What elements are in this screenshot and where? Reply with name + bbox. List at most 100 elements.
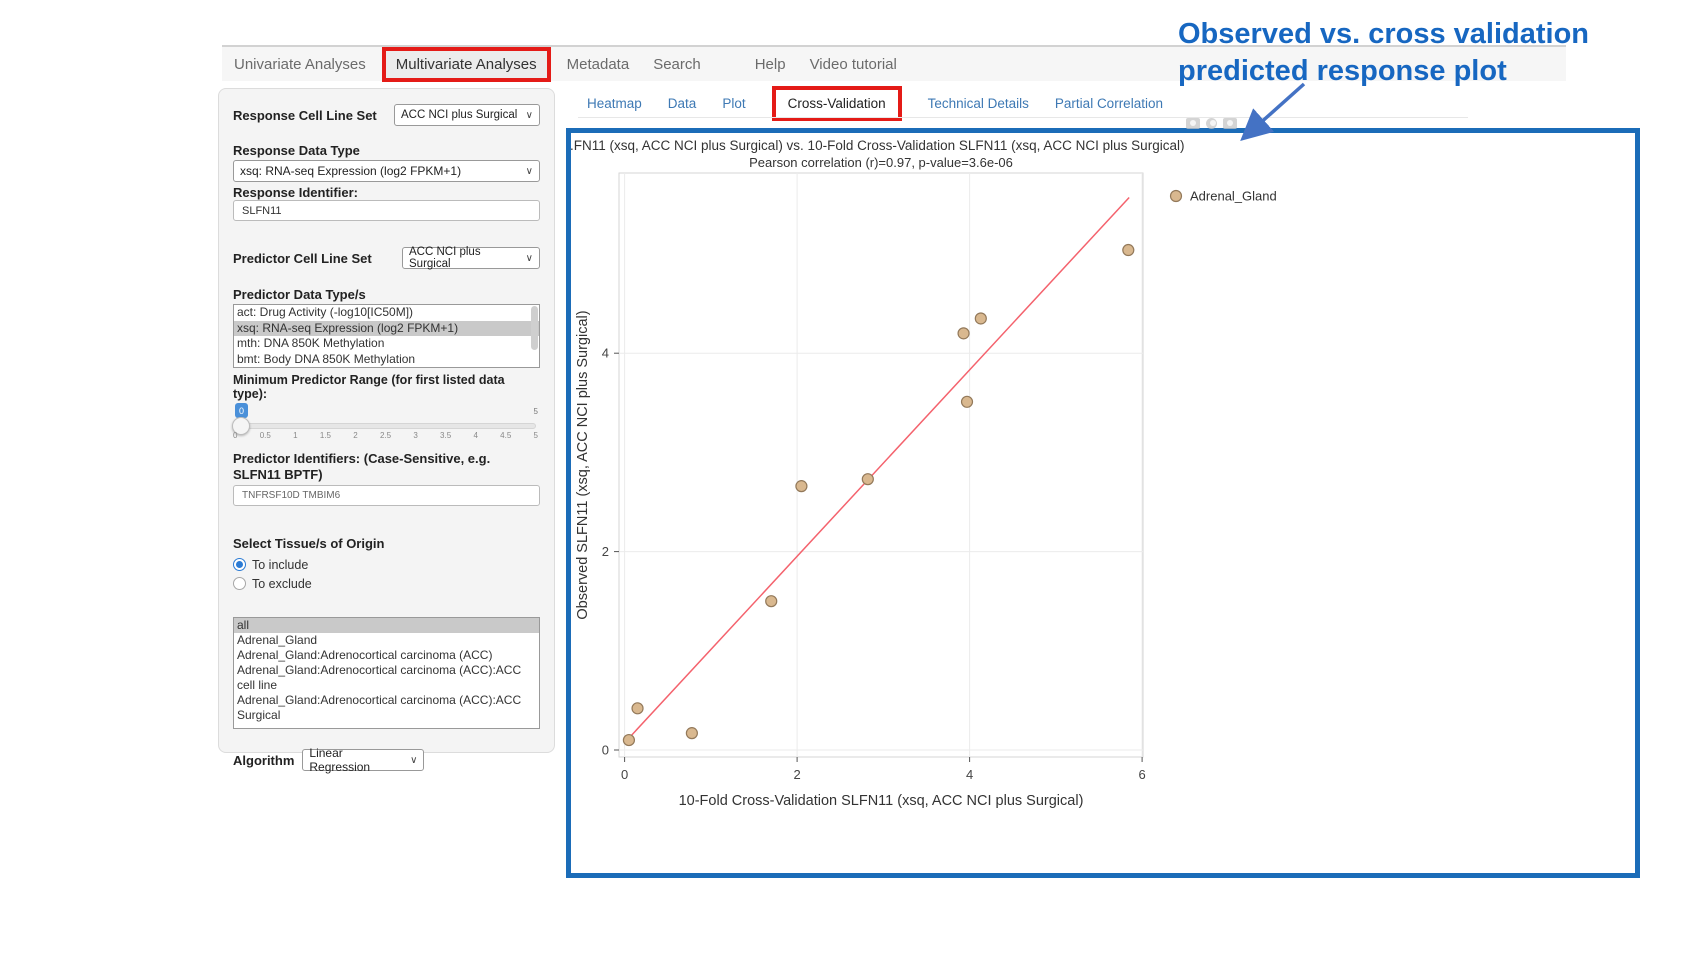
zoom-icon[interactable]: [1206, 118, 1217, 129]
tab[interactable]: Cross-Validation: [771, 86, 902, 121]
tissue-origin-label: Select Tissue/s of Origin: [233, 536, 385, 551]
annotation-line-2: predicted response plot: [1178, 55, 1507, 87]
radio-icon: [233, 577, 246, 590]
tab[interactable]: Heatmap: [587, 96, 642, 111]
min-predictor-range-slider: 0 5 0 0.5 1 1.5 2 2.5 3 3.5 4 4.5 5: [232, 403, 540, 440]
slider-tick-label: 1.5: [319, 431, 331, 440]
tab[interactable]: Data: [667, 96, 697, 111]
y-axis-title: Observed SLFN11 (xsq, ACC NCI plus Surgi…: [575, 310, 591, 619]
chart-title: .FN11 (xsq, ACC NCI plus Surgical) vs. 1…: [571, 138, 1184, 153]
slider-tick-label: 1: [293, 431, 298, 440]
scatter-point[interactable]: [960, 395, 974, 408]
slider-max-label: 5: [533, 407, 538, 416]
chevron-down-icon: ∨: [410, 754, 418, 766]
response-data-type-label: Response Data Type: [233, 143, 360, 158]
slider-track[interactable]: [232, 417, 536, 435]
nav-item[interactable]: Video tutorial: [809, 55, 897, 73]
response-cell-line-set-select[interactable]: ACC NCI plus Surgical ∨: [394, 104, 540, 126]
slider-tick-label: 2.5: [379, 431, 392, 440]
tissue-option[interactable]: Adrenal_Gland:Adrenocortical carcinoma (…: [237, 693, 522, 722]
tab[interactable]: Partial Correlation: [1054, 96, 1163, 111]
slider-tick-label: 5: [533, 431, 538, 440]
pan-icon[interactable]: [1223, 118, 1237, 129]
x-tick-label: 4: [966, 767, 973, 782]
nav-item[interactable]: Univariate Analyses: [234, 55, 366, 73]
scatter-point[interactable]: [974, 312, 987, 325]
chevron-down-icon: ∨: [525, 165, 533, 177]
legend-label[interactable]: Adrenal_Gland: [1190, 189, 1277, 204]
x-axis-title: 10-Fold Cross-Validation SLFN11 (xsq, AC…: [679, 793, 1084, 809]
y-tick-label: 2: [602, 544, 609, 559]
tissue-option[interactable]: Adrenal_Gland: [237, 633, 318, 647]
chevron-down-icon: ∨: [525, 252, 533, 264]
scatter-point[interactable]: [1122, 243, 1135, 257]
tab[interactable]: Plot: [722, 96, 746, 111]
tissue-origin-radio[interactable]: To exclude: [233, 574, 540, 593]
scatter-point[interactable]: [765, 595, 778, 608]
nav-item[interactable]: Search: [653, 55, 701, 73]
response-identifier-input[interactable]: SLFN11: [233, 200, 540, 221]
x-tick-label: 6: [1138, 767, 1145, 782]
predictor-identifiers-input[interactable]: TNFRSF10D TMBIM6: [233, 485, 540, 506]
slider-value-badge: 0: [235, 403, 248, 418]
chart-subtitle: Pearson correlation (r)=0.97, p-value=3.…: [749, 155, 1013, 170]
predictor-data-types-label: Predictor Data Type/s: [233, 287, 366, 302]
tabs-underline: [578, 117, 1468, 118]
scatter-point[interactable]: [861, 473, 874, 486]
controls-sidebar: Response Cell Line Set ACC NCI plus Surg…: [218, 88, 555, 774]
y-tick-label: 0: [602, 743, 609, 758]
response-data-type-select[interactable]: xsq: RNA-seq Expression (log2 FPKM+1) ∨: [233, 160, 540, 182]
slider-tick-label: 3: [413, 431, 418, 440]
tissue-listbox: all Adrenal_Gland Adrenal_Gland:Adrenocort…: [233, 617, 540, 729]
tab[interactable]: Technical Details: [927, 96, 1029, 111]
slider-handle[interactable]: [232, 417, 250, 435]
slider-tick-label: 4: [473, 431, 478, 440]
listbox-scrollbar[interactable]: [531, 306, 538, 350]
top-navbar: Univariate Analyses Multivariate Analyses…: [222, 45, 1566, 82]
slider-tick-label: 3.5: [440, 431, 452, 440]
scatter-point[interactable]: [685, 727, 698, 740]
radio-icon: [233, 558, 246, 571]
response-cell-line-set-label: Response Cell Line Set: [233, 107, 377, 123]
scatter-point[interactable]: [631, 702, 644, 715]
predictor-data-types-listbox: act: Drug Activity (-log10[IC50M]) xsq: R…: [233, 304, 540, 368]
result-tabs: Heatmap Data Plot Cross-Validation Technical…: [587, 86, 1163, 121]
scatter-point[interactable]: [795, 480, 808, 493]
x-tick-label: 2: [793, 767, 800, 782]
slider-tick-label: 0.5: [259, 431, 271, 440]
annotation-line-1: Observed vs. cross validation: [1178, 18, 1590, 50]
response-identifier-label: Response Identifier:: [233, 185, 358, 200]
annotation-arrow-icon: [1240, 82, 1306, 141]
tissue-origin-radio[interactable]: To include: [233, 555, 540, 574]
plot-modebar: [1186, 118, 1237, 129]
tissue-option[interactable]: all: [234, 618, 539, 633]
legend-marker-icon[interactable]: [1169, 189, 1183, 203]
y-tick-label: 4: [602, 346, 609, 361]
nav-item[interactable]: Metadata: [566, 55, 630, 73]
slider-tick-label: 4.5: [500, 431, 512, 440]
predictor-cell-line-set-select[interactable]: ACC NCI plus Surgical ∨: [402, 246, 540, 270]
nav-item[interactable]: Multivariate Analyses: [381, 46, 551, 82]
annotation-text: Observed vs. cross validation predicted …: [1178, 16, 1608, 90]
predictor-data-type-option[interactable]: xsq: RNA-seq Expression (log2 FPKM+1): [234, 320, 539, 336]
scatter-point[interactable]: [622, 733, 636, 747]
fit-line: [628, 196, 1130, 739]
algorithm-label: Algorithm: [233, 752, 295, 768]
camera-icon[interactable]: [1186, 118, 1200, 129]
x-tick-label: 0: [621, 767, 628, 782]
scatter-point[interactable]: [957, 327, 970, 340]
algorithm-select[interactable]: Linear Regression ∨: [302, 746, 425, 774]
predictor-data-type-option[interactable]: bmt: Body DNA 850K Methylation: [237, 351, 416, 366]
predictor-cell-line-set-label: Predictor Cell Line Set: [233, 250, 372, 266]
tissue-option[interactable]: Adrenal_Gland:Adrenocortical carcinoma (…: [237, 648, 493, 662]
slider-tick-label: 0: [233, 431, 238, 440]
min-predictor-range-label: Minimum Predictor Range (for first liste…: [233, 373, 505, 401]
chevron-down-icon: ∨: [525, 109, 533, 121]
predictor-data-type-option[interactable]: act: Drug Activity (-log10[IC50M]): [237, 305, 414, 319]
slider-tick-label: 2: [353, 431, 358, 440]
predictor-data-type-option[interactable]: mth: DNA 850K Methylation: [237, 336, 385, 350]
predictor-identifiers-label: Predictor Identifiers: (Case-Sensitive, …: [233, 451, 491, 482]
tissue-option[interactable]: Adrenal_Gland:Adrenocortical carcinoma (…: [237, 663, 522, 692]
nav-item[interactable]: Help: [754, 55, 786, 73]
